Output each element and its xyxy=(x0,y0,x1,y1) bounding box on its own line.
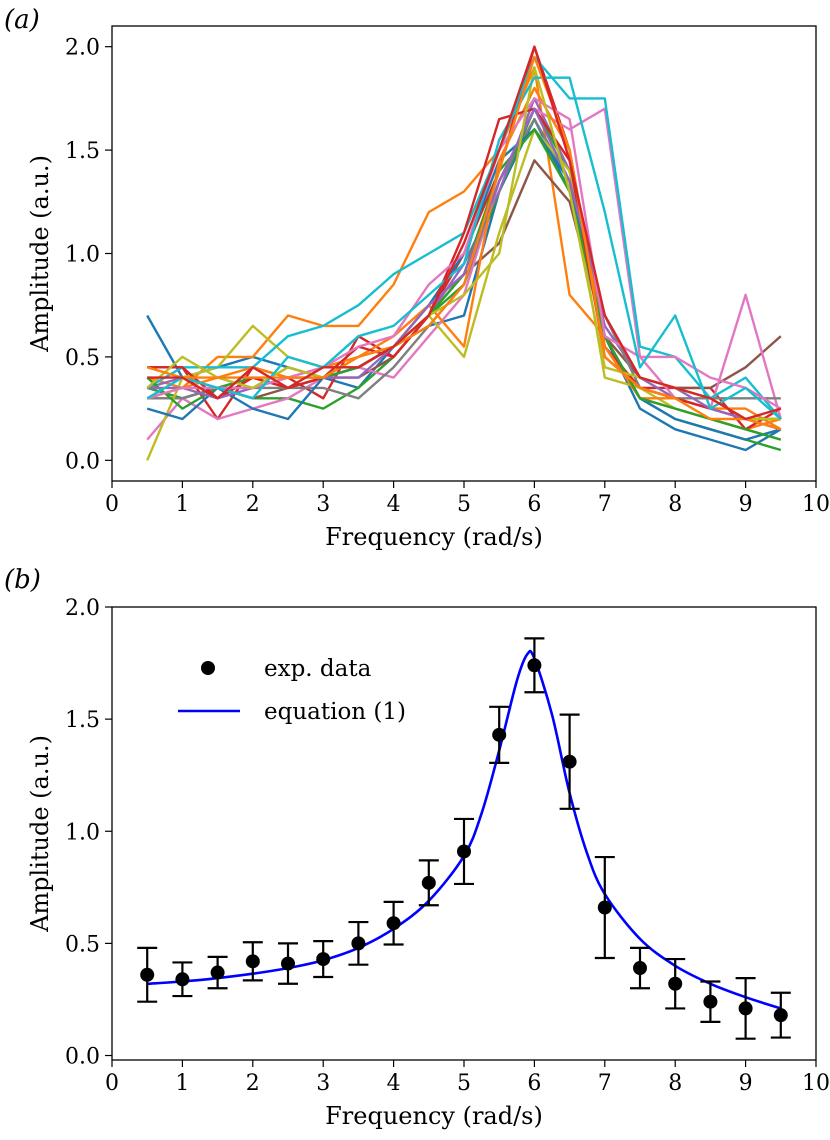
x-tick-label: 5 xyxy=(457,1071,471,1096)
y-axis-label: Amplitude (a.u.) xyxy=(26,155,54,353)
y-tick-label: 1.5 xyxy=(65,139,100,164)
x-axis-label: Frequency (rad/s) xyxy=(325,523,543,551)
x-tick-label: 8 xyxy=(668,492,682,517)
data-point xyxy=(316,952,331,967)
data-point xyxy=(562,754,577,769)
x-tick-label: 5 xyxy=(457,492,471,517)
series-line-20 xyxy=(147,45,782,421)
x-tick-label: 6 xyxy=(527,1071,541,1096)
series-line-10 xyxy=(146,55,782,420)
data-point xyxy=(457,844,471,859)
x-tick-label: 9 xyxy=(739,492,753,517)
data-point xyxy=(281,956,295,971)
x-tick-label: 9 xyxy=(739,1071,753,1096)
x-tick-label: 6 xyxy=(527,492,541,517)
series-line-18 xyxy=(146,76,782,420)
y-tick-label: 0.5 xyxy=(65,932,100,957)
series-line-16 xyxy=(146,97,782,410)
panel-b: (b) 0 1 2 3 4 5 6 7 8 9 10 0.0 0.5 1.0 1.5 2.0 Frequency … xyxy=(4,565,830,1130)
legend: exp. data equation (1) xyxy=(178,656,406,725)
x-tick-label: 1 xyxy=(175,492,189,517)
series-line-4 xyxy=(147,45,782,431)
y-tick-label: 0.0 xyxy=(65,449,100,474)
y-tick-label: 1.0 xyxy=(65,820,100,845)
x-tick-label: 3 xyxy=(316,492,330,517)
y-tick-label: 0.5 xyxy=(65,346,100,371)
y-tick-label: 1.5 xyxy=(65,708,100,733)
data-point xyxy=(668,976,683,991)
legend-marker-exp-data xyxy=(201,661,215,675)
x-tick-label: 1 xyxy=(175,1071,189,1096)
data-point xyxy=(492,727,507,742)
data-point xyxy=(351,936,366,951)
y-tick-label: 2.0 xyxy=(65,596,100,621)
data-point xyxy=(633,961,647,976)
y-axis-label: Amplitude (a.u.) xyxy=(26,735,54,933)
data-point xyxy=(773,1008,788,1023)
y-tick-label: 1.0 xyxy=(65,243,100,268)
x-tick-label: 2 xyxy=(246,492,260,517)
x-tick-label: 3 xyxy=(316,1071,330,1096)
data-point xyxy=(386,916,401,931)
x-tick-label: 0 xyxy=(105,1071,119,1096)
x-tick-label: 2 xyxy=(246,1071,260,1096)
data-point xyxy=(597,900,612,915)
data-point xyxy=(738,1001,753,1016)
x-tick-label: 0 xyxy=(105,492,119,517)
x-tick-label: 4 xyxy=(387,1071,401,1096)
data-point xyxy=(421,875,436,890)
legend-label-exp-data: exp. data xyxy=(264,656,372,682)
x-tick-label: 7 xyxy=(598,1071,612,1096)
data-point xyxy=(245,954,260,969)
data-point xyxy=(140,967,155,982)
data-layer xyxy=(146,45,782,461)
legend-label-equation: equation (1) xyxy=(264,699,406,725)
y-tick-label: 0.0 xyxy=(65,1045,100,1070)
series-line-19 xyxy=(146,55,782,431)
panel-label: (b) xyxy=(4,565,41,595)
panel-label: (a) xyxy=(4,5,40,35)
x-tick-label: 4 xyxy=(387,492,401,517)
x-tick-label: 8 xyxy=(668,1071,682,1096)
x-tick-label: 10 xyxy=(802,492,830,517)
data-point xyxy=(527,658,542,673)
x-tick-label: 7 xyxy=(598,492,612,517)
data-point xyxy=(175,972,190,987)
y-tick-label: 2.0 xyxy=(65,36,100,61)
x-tick-label: 10 xyxy=(802,1071,830,1096)
data-point xyxy=(703,994,718,1009)
x-axis-label: Frequency (rad/s) xyxy=(325,1102,543,1130)
panel-a: (a) 0 1 2 3 4 5 6 7 8 9 10 0.0 0.5 1.0 1.5 2.0 Frequency … xyxy=(4,5,830,551)
data-layer xyxy=(137,637,791,1040)
data-point xyxy=(210,965,225,980)
